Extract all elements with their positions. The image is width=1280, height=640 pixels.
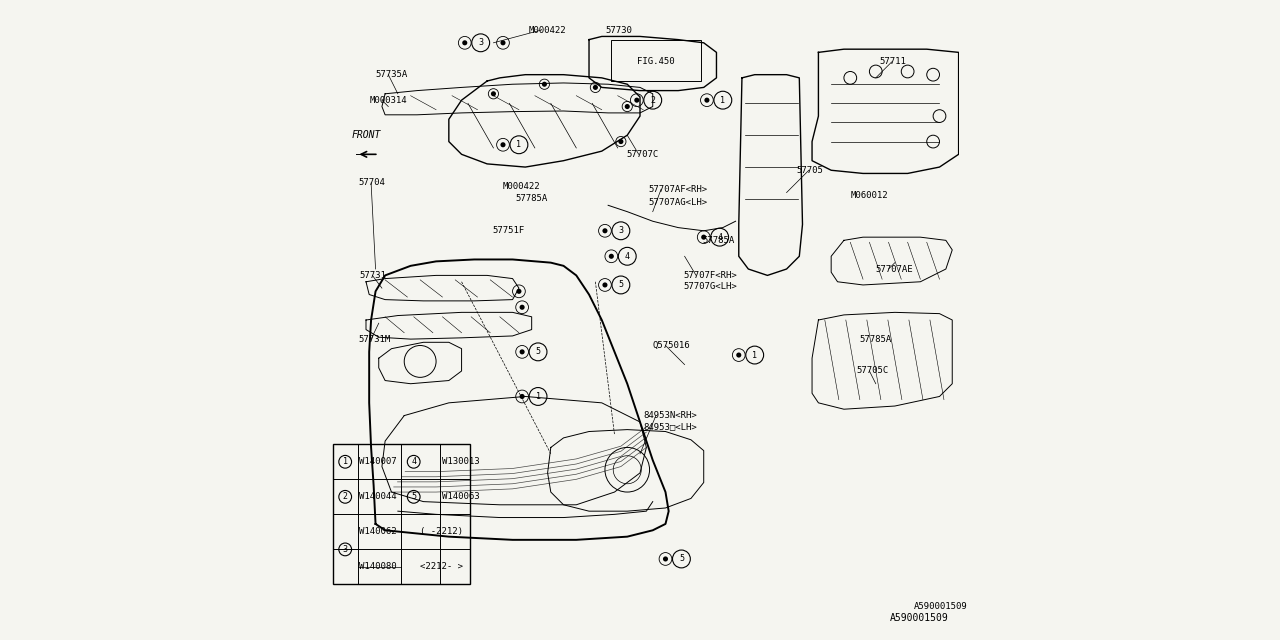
Text: 1: 1 [753,351,758,360]
Text: 57731M: 57731M [358,335,390,344]
Text: 57707AE: 57707AE [876,264,914,273]
Text: M000422: M000422 [503,182,540,191]
Text: 57707G<LH>: 57707G<LH> [684,282,737,291]
Circle shape [462,40,467,45]
Circle shape [500,40,506,45]
Text: 57707F<RH>: 57707F<RH> [684,271,737,280]
Text: W140062: W140062 [360,527,397,536]
Text: 4: 4 [625,252,630,260]
Circle shape [520,305,525,310]
Text: W140063: W140063 [442,492,479,501]
Text: 3: 3 [479,38,483,47]
Circle shape [704,98,709,102]
Circle shape [492,92,495,97]
Text: FRONT: FRONT [351,130,380,140]
Text: 57705C: 57705C [856,367,888,376]
Text: W140080: W140080 [360,563,397,572]
Text: 4: 4 [411,458,416,467]
Text: 84953N<RH>: 84953N<RH> [643,411,696,420]
Text: 5: 5 [618,280,623,289]
Circle shape [541,82,547,87]
Text: 2: 2 [650,95,655,105]
Text: 57707AF<RH>: 57707AF<RH> [648,185,708,194]
Text: Q575016: Q575016 [653,341,690,350]
Text: 57705: 57705 [796,166,823,175]
Circle shape [603,282,608,287]
Text: 57704: 57704 [358,179,385,188]
Text: A590001509: A590001509 [914,602,968,611]
Text: ( -2212): ( -2212) [420,527,462,536]
Text: 3: 3 [343,545,348,554]
Bar [333,444,470,584]
Text: <2212- >: <2212- > [420,563,462,572]
Text: 5: 5 [678,554,684,563]
Text: 4: 4 [717,233,722,242]
Text: 57731: 57731 [360,271,387,280]
Text: M000422: M000422 [529,26,566,35]
Text: 57785A: 57785A [516,195,548,204]
Circle shape [663,556,668,561]
Text: 1: 1 [516,140,521,149]
Text: 5: 5 [535,348,540,356]
Text: M060012: M060012 [850,191,888,200]
Text: FIG.450: FIG.450 [637,58,675,67]
Circle shape [603,228,608,234]
Circle shape [520,349,525,355]
Text: W140044: W140044 [360,492,397,501]
Text: A590001509: A590001509 [891,612,948,623]
Circle shape [736,353,741,358]
Text: 3: 3 [618,227,623,236]
Text: 57785A: 57785A [860,335,892,344]
Text: 1: 1 [535,392,540,401]
Circle shape [701,235,707,240]
Bar [612,40,700,81]
Text: 57707C: 57707C [626,150,658,159]
Circle shape [593,85,598,90]
Text: 57730: 57730 [605,26,632,35]
Circle shape [516,289,521,294]
Text: 57751F: 57751F [493,227,525,236]
Text: M000314: M000314 [369,95,407,105]
Text: 57707AG<LH>: 57707AG<LH> [648,198,708,207]
Circle shape [635,98,640,102]
Circle shape [609,253,614,259]
Text: 57711: 57711 [879,58,906,67]
Text: 1: 1 [721,95,726,105]
Circle shape [625,104,630,109]
Text: 57735A: 57735A [375,70,408,79]
Text: 5: 5 [411,492,416,501]
Circle shape [618,139,623,144]
Text: 1: 1 [343,458,348,467]
Circle shape [520,394,525,399]
Text: 84953□<LH>: 84953□<LH> [643,422,696,431]
Text: W130013: W130013 [442,458,479,467]
Circle shape [500,142,506,147]
Text: W140007: W140007 [360,458,397,467]
Text: 57785A: 57785A [703,236,735,245]
Text: 2: 2 [343,492,348,501]
